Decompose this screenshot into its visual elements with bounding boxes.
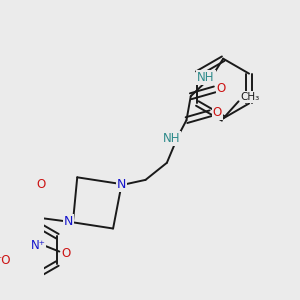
Text: N: N	[117, 178, 126, 190]
Text: NH: NH	[162, 132, 180, 146]
Text: O: O	[36, 178, 45, 191]
Text: N⁺: N⁺	[31, 239, 45, 252]
Text: NH: NH	[197, 71, 215, 84]
Text: O: O	[213, 106, 222, 119]
Text: O: O	[217, 82, 226, 95]
Text: ⁻O: ⁻O	[0, 254, 11, 268]
Text: CH₃: CH₃	[241, 92, 260, 102]
Text: N: N	[64, 215, 74, 228]
Text: O: O	[61, 247, 71, 260]
